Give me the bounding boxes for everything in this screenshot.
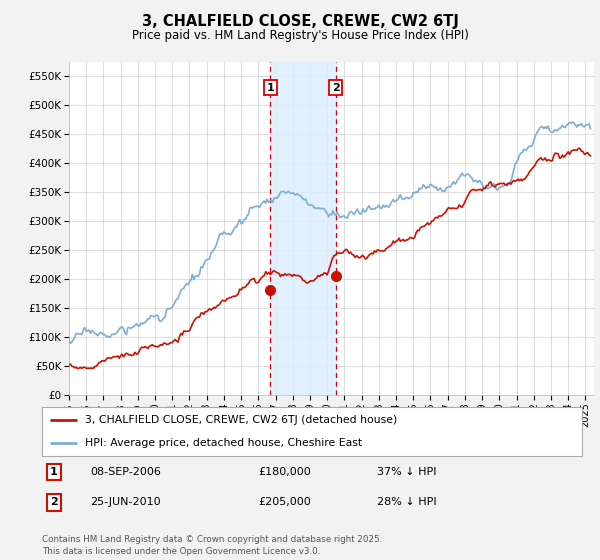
Text: 25-JUN-2010: 25-JUN-2010: [91, 497, 161, 507]
Text: 3, CHALFIELD CLOSE, CREWE, CW2 6TJ: 3, CHALFIELD CLOSE, CREWE, CW2 6TJ: [142, 14, 458, 29]
Text: 2: 2: [332, 83, 340, 92]
Text: 1: 1: [50, 467, 58, 477]
Text: Price paid vs. HM Land Registry's House Price Index (HPI): Price paid vs. HM Land Registry's House …: [131, 29, 469, 42]
Text: 1: 1: [266, 83, 274, 92]
Text: 3, CHALFIELD CLOSE, CREWE, CW2 6TJ (detached house): 3, CHALFIELD CLOSE, CREWE, CW2 6TJ (deta…: [85, 416, 397, 426]
Text: £205,000: £205,000: [258, 497, 311, 507]
Text: 28% ↓ HPI: 28% ↓ HPI: [377, 497, 436, 507]
Text: £180,000: £180,000: [258, 467, 311, 477]
Text: 2: 2: [50, 497, 58, 507]
Text: 08-SEP-2006: 08-SEP-2006: [91, 467, 161, 477]
Text: 37% ↓ HPI: 37% ↓ HPI: [377, 467, 436, 477]
Bar: [270, 62, 335, 395]
Text: Contains HM Land Registry data © Crown copyright and database right 2025.
This d: Contains HM Land Registry data © Crown c…: [42, 535, 382, 556]
Text: HPI: Average price, detached house, Cheshire East: HPI: Average price, detached house, Ches…: [85, 438, 362, 448]
